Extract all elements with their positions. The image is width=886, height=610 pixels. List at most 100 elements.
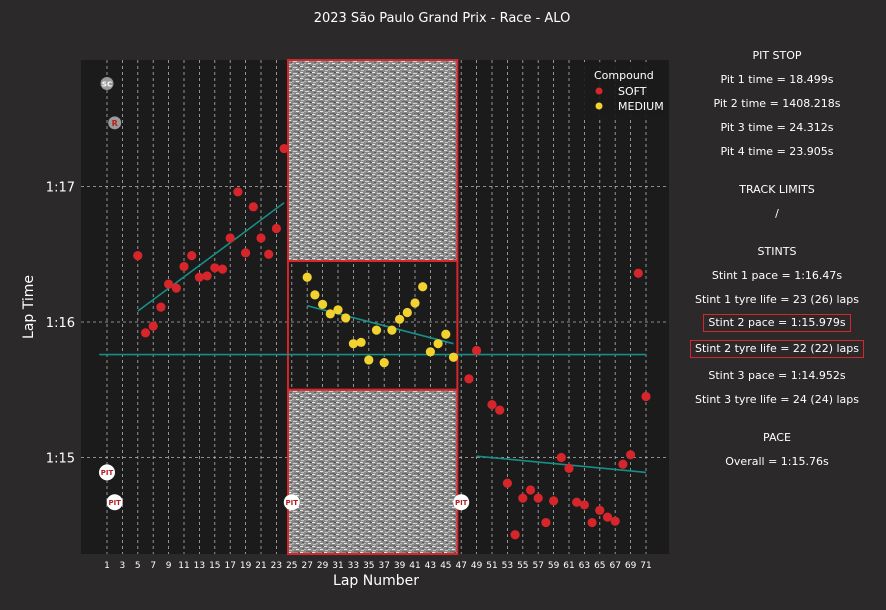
soft-lap-point [164,279,174,289]
pit-marker [106,494,123,511]
soft-lap-point [171,283,181,293]
soft-lap-point [271,223,281,234]
pit-2-time: Pit 2 time = 1408.218s [713,97,841,110]
safety-car-label: SC [102,81,112,89]
pit-stop-header: PIT STOP [752,49,802,62]
x-tick-label: 59 [548,561,560,571]
pit-marker-label: PIT [101,469,114,477]
x-tick-label: 39 [394,561,406,571]
soft-lap-point [602,512,613,522]
medium-lap-point [325,309,335,319]
medium-lap-point [341,313,351,323]
x-tick-label: 53 [502,561,513,571]
soft-lap-point [518,493,528,503]
x-tick-label: 61 [563,561,574,571]
stint-3-tyre-life: Stint 3 tyre life = 24 (24) laps [694,393,860,406]
medium-lap-point [410,298,420,308]
x-tick-label: 33 [348,561,359,571]
soft-lap-point [533,493,543,503]
stint-1-tyre-life: Stint 1 tyre life = 23 (26) laps [694,293,860,306]
soft-lap-point [225,233,235,243]
medium-lap-point [348,339,358,349]
soft-lap-point [502,478,512,488]
stint-shaded-regions [286,59,459,555]
stints-header: STINTS [757,245,797,258]
x-tick-label: 51 [486,561,497,571]
medium-lap-point [310,290,320,300]
medium-lap-point [402,307,412,318]
x-tick-labels: 1 3 5 7 9 11 13 15 17 19 21 23 25 27 29 31 33 35 37 39 41 43 4… [104,561,652,571]
legend-medium-label: MEDIUM [618,100,664,113]
soft-lap-point [587,517,597,528]
soft-lap-point [241,248,251,258]
stint-2-window [286,260,459,391]
soft-lap-point [217,264,228,274]
pit-marker-label: PIT [108,499,121,507]
stint-2-pace: Stint 2 pace = 1:15.979s [703,314,851,332]
stint-3-trend-line [476,455,647,474]
legend-medium-marker [595,102,603,110]
stint-2-lower-region [286,388,459,555]
soft-lap-point [264,249,274,259]
soft-lap-point [618,459,628,469]
medium-lap-point [364,355,374,365]
x-tick-label: 1 [104,561,110,571]
stint-2-tyre-life: Stint 2 tyre life = 22 (22) laps [689,340,865,358]
x-tick-label: 29 [317,561,329,571]
x-tick-label: 19 [240,561,252,571]
x-tick-label: 43 [425,561,436,571]
x-tick-label: 5 [135,561,141,571]
x-tick-label: 21 [255,561,266,571]
soft-lap-point [641,391,651,402]
x-tick-label: 57 [532,561,543,571]
soft-lap-point [210,263,220,273]
medium-lap-point [356,337,366,347]
x-tick-label: 13 [194,561,205,571]
x-tick-label: 35 [363,561,374,571]
x-tick-label: 27 [301,561,312,571]
overall-pace: Overall = 1:15.76s [725,455,829,468]
medium-lap-point [371,325,382,335]
medium-lap-point [318,299,328,309]
soft-lap-point [256,233,266,243]
legend: Compound SOFT MEDIUM [583,62,667,117]
safety-car-marker [100,77,114,91]
stats-panel: PIT STOP Pit 1 time = 18.499s Pit 2 time… [682,50,872,468]
medium-lap-point [333,305,343,315]
event-markers: SC R PIT PIT PIT PIT [99,77,470,511]
x-tick-label: 63 [579,561,590,571]
pit-marker-label: PIT [286,499,299,507]
y-axis-label: Lap Time [21,275,37,339]
y-tick-label: 1:17 [46,181,75,196]
y-tick-labels: 1:15 1:16 1:17 [46,181,75,467]
red-flag-label: R [112,119,118,128]
x-tick-label: 41 [409,561,420,571]
soft-lap-point [633,268,643,278]
chart-title: 2023 São Paulo Grand Prix - Race - ALO [314,11,571,26]
x-tick-label: 25 [286,561,297,571]
medium-lap-point [448,352,459,362]
medium-lap-point [302,272,312,282]
stint-2-upper-region [286,59,459,263]
soft-lap-point [248,202,258,212]
x-tick-label: 37 [378,561,389,571]
soft-lap-point [564,463,574,473]
soft-lap-point [133,251,143,261]
red-flag-marker [108,116,122,130]
soft-lap-point [279,143,289,154]
soft-lap-point [233,187,243,197]
soft-lap-point [202,271,212,281]
soft-lap-point [472,345,482,356]
x-tick-label: 31 [332,561,343,571]
soft-lap-point [549,496,559,506]
x-tick-label: 47 [455,561,466,571]
soft-lap-point [572,497,582,507]
soft-lap-point [156,302,166,312]
medium-lap-point [433,339,443,349]
x-tick-label: 55 [517,561,528,571]
pit-marker-label: PIT [455,499,468,507]
x-tick-label: 11 [178,561,189,571]
soft-lap-point [487,400,497,410]
x-tick-label: 9 [166,561,172,571]
soft-lap-point [525,485,536,495]
